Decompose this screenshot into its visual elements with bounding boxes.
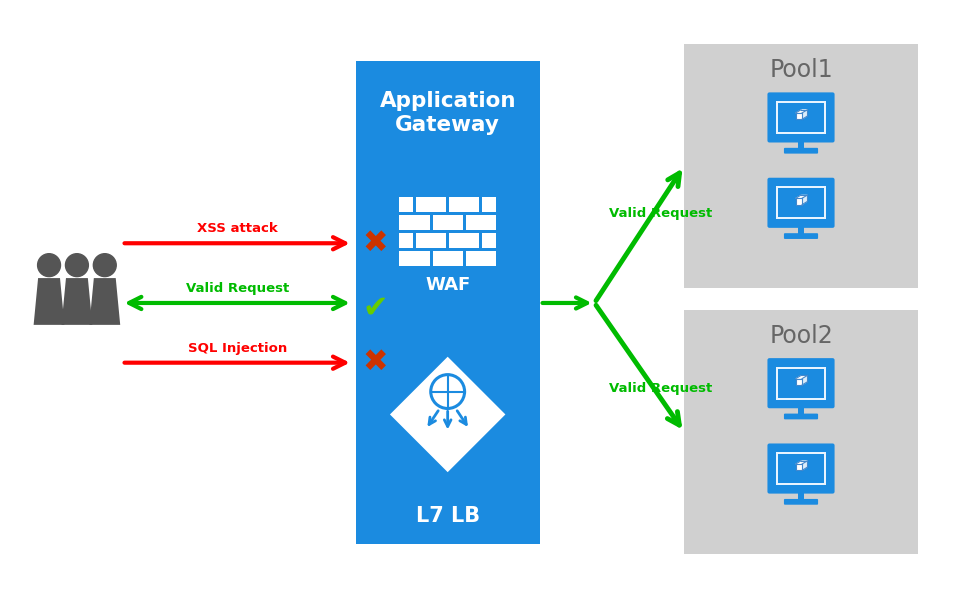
Polygon shape <box>796 198 802 205</box>
FancyBboxPatch shape <box>449 233 479 248</box>
FancyBboxPatch shape <box>778 103 824 132</box>
FancyBboxPatch shape <box>778 454 824 483</box>
Text: L7 LB: L7 LB <box>415 506 480 526</box>
FancyBboxPatch shape <box>776 366 826 400</box>
Text: Valid Request: Valid Request <box>186 282 288 295</box>
Circle shape <box>38 254 60 276</box>
FancyBboxPatch shape <box>400 215 430 230</box>
FancyBboxPatch shape <box>400 197 413 212</box>
FancyBboxPatch shape <box>778 188 824 218</box>
Text: WAF: WAF <box>425 276 470 294</box>
Polygon shape <box>802 110 807 119</box>
FancyBboxPatch shape <box>768 444 834 493</box>
FancyBboxPatch shape <box>416 233 446 248</box>
FancyBboxPatch shape <box>798 226 804 234</box>
FancyBboxPatch shape <box>798 406 804 415</box>
Polygon shape <box>802 461 807 470</box>
Text: SQL Injection: SQL Injection <box>188 342 287 355</box>
FancyBboxPatch shape <box>684 310 918 554</box>
Text: ✖: ✖ <box>363 229 388 258</box>
FancyBboxPatch shape <box>784 499 818 505</box>
Polygon shape <box>796 195 807 198</box>
FancyBboxPatch shape <box>466 215 496 230</box>
Text: Valid Request: Valid Request <box>610 206 712 219</box>
Polygon shape <box>796 375 807 379</box>
Text: Application
Gateway: Application Gateway <box>379 91 516 135</box>
FancyBboxPatch shape <box>784 413 818 419</box>
Polygon shape <box>802 375 807 385</box>
FancyBboxPatch shape <box>482 197 496 212</box>
FancyBboxPatch shape <box>433 251 463 266</box>
Text: XSS attack: XSS attack <box>197 222 278 235</box>
Polygon shape <box>796 461 807 464</box>
FancyBboxPatch shape <box>433 215 463 230</box>
FancyBboxPatch shape <box>355 61 540 544</box>
FancyBboxPatch shape <box>768 178 834 228</box>
FancyBboxPatch shape <box>798 492 804 500</box>
FancyBboxPatch shape <box>776 101 826 134</box>
FancyBboxPatch shape <box>684 44 918 288</box>
Circle shape <box>93 254 116 276</box>
Polygon shape <box>34 278 65 325</box>
Polygon shape <box>89 278 120 325</box>
FancyBboxPatch shape <box>466 251 496 266</box>
FancyBboxPatch shape <box>784 233 818 239</box>
Text: ✔: ✔ <box>363 294 388 323</box>
FancyBboxPatch shape <box>798 141 804 149</box>
Text: ✖: ✖ <box>363 348 388 377</box>
FancyBboxPatch shape <box>400 233 413 248</box>
FancyBboxPatch shape <box>768 358 834 408</box>
FancyBboxPatch shape <box>776 452 826 485</box>
Polygon shape <box>796 379 802 385</box>
Polygon shape <box>62 278 92 325</box>
FancyBboxPatch shape <box>416 197 446 212</box>
FancyBboxPatch shape <box>449 197 479 212</box>
FancyBboxPatch shape <box>784 148 818 154</box>
Text: Pool2: Pool2 <box>770 324 832 348</box>
Polygon shape <box>796 464 802 470</box>
FancyBboxPatch shape <box>778 369 824 398</box>
Polygon shape <box>802 195 807 205</box>
FancyBboxPatch shape <box>768 93 834 142</box>
FancyBboxPatch shape <box>776 186 826 219</box>
Text: Valid Request: Valid Request <box>610 382 712 396</box>
FancyBboxPatch shape <box>482 233 496 248</box>
Polygon shape <box>796 110 807 113</box>
Polygon shape <box>390 357 505 472</box>
Circle shape <box>66 254 88 276</box>
FancyBboxPatch shape <box>400 251 430 266</box>
Text: Pool1: Pool1 <box>770 58 832 82</box>
Polygon shape <box>796 113 802 119</box>
